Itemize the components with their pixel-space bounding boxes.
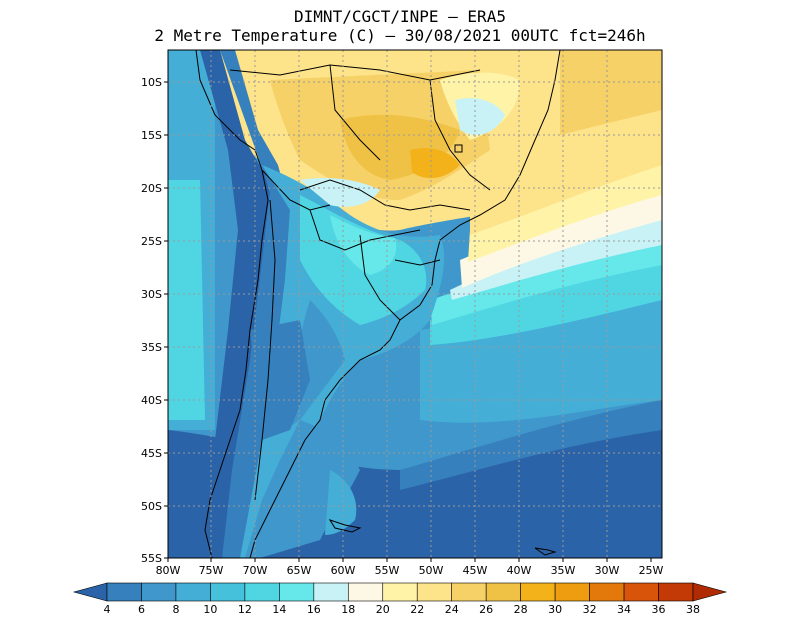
- colorbar-level-label: 6: [138, 603, 145, 616]
- colorbar-swatch: [347, 582, 384, 602]
- lat-label: 35S: [141, 341, 162, 354]
- lon-label: 50W: [419, 564, 444, 577]
- colorbar-swatch: [623, 582, 659, 602]
- colorbar-level-label: 30: [548, 603, 562, 616]
- colorbar-level-label: 32: [583, 603, 597, 616]
- map-title-line-1: DIMNT/CGCT/INPE – ERA5: [294, 7, 506, 26]
- colorbar-swatch: [589, 582, 625, 602]
- colorbar-level-label: 24: [445, 603, 459, 616]
- colorbar-swatch: [313, 582, 349, 602]
- lat-label: 15S: [141, 129, 162, 142]
- latitude-labels: 10S 15S 20S 25S 30S 35S 40S 45S 50S 55S: [141, 76, 162, 565]
- lon-label: 40W: [507, 564, 532, 577]
- lon-label: 60W: [331, 564, 356, 577]
- lon-label: 55W: [375, 564, 400, 577]
- lat-label: 25S: [141, 235, 162, 248]
- lat-label: 30S: [141, 288, 162, 301]
- lat-label: 50S: [141, 500, 162, 513]
- colorbar-swatch: [279, 582, 315, 602]
- colorbar-swatch: [141, 582, 177, 602]
- colorbar-level-label: 10: [203, 603, 217, 616]
- lon-label: 70W: [243, 564, 268, 577]
- lon-label: 75W: [199, 564, 224, 577]
- colorbar-swatch: [382, 582, 418, 602]
- colorbar-level-label: 38: [686, 603, 700, 616]
- colorbar-swatch: [485, 582, 521, 602]
- colorbar-level-label: 28: [514, 603, 528, 616]
- colorbar-over-arrow: [692, 582, 728, 602]
- colorbar-level-label: 22: [410, 603, 424, 616]
- coastlines-and-borders: [195, 50, 561, 558]
- colorbar-swatch: [416, 582, 453, 602]
- colorbar-swatch: [658, 582, 694, 602]
- tick-marks: [164, 81, 652, 562]
- temperature-field: [168, 50, 662, 558]
- colorbar-swatch: [175, 582, 211, 602]
- lat-label: 10S: [141, 76, 162, 89]
- colorbar-swatch: [106, 582, 142, 602]
- lon-label: 30W: [595, 564, 620, 577]
- colorbar-level-label: 14: [272, 603, 286, 616]
- colorbar-level-label: 26: [479, 603, 493, 616]
- colorbar-swatch: [520, 582, 556, 602]
- colorbar-level-label: 18: [341, 603, 355, 616]
- lon-label: 45W: [463, 564, 488, 577]
- graticule: [168, 50, 662, 558]
- lat-label: 55S: [141, 552, 162, 565]
- colorbar-level-label: 8: [172, 603, 179, 616]
- longitude-labels: 80W 75W 70W 65W 60W 55W 50W 45W 40W 35W …: [156, 564, 664, 577]
- colorbar-swatch: [210, 582, 246, 602]
- colorbar-level-label: 16: [307, 603, 321, 616]
- lon-label: 25W: [639, 564, 664, 577]
- colorbar-swatch: [451, 582, 487, 602]
- colorbar-level-label: 34: [617, 603, 631, 616]
- colorbar-swatch: [244, 582, 280, 602]
- colorbar-level-label: 12: [238, 603, 252, 616]
- colorbar-level-label: 20: [376, 603, 390, 616]
- lon-label: 65W: [287, 564, 312, 577]
- colorbar: 4 6 8 10 12 14 16 18 20 22 24 26 28 30 32 34 36 38: [72, 582, 728, 616]
- lon-label: 35W: [551, 564, 576, 577]
- map-title-line-2: 2 Metre Temperature (C) – 30/08/2021 00U…: [154, 26, 646, 45]
- colorbar-under-arrow: [72, 582, 108, 602]
- map-frame: [167, 49, 663, 559]
- colorbar-level-label: 4: [104, 603, 111, 616]
- lat-label: 20S: [141, 182, 162, 195]
- colorbar-level-label: 36: [652, 603, 666, 616]
- lat-label: 40S: [141, 394, 162, 407]
- lat-label: 45S: [141, 447, 162, 460]
- colorbar-swatch: [554, 582, 590, 602]
- lon-label: 80W: [156, 564, 181, 577]
